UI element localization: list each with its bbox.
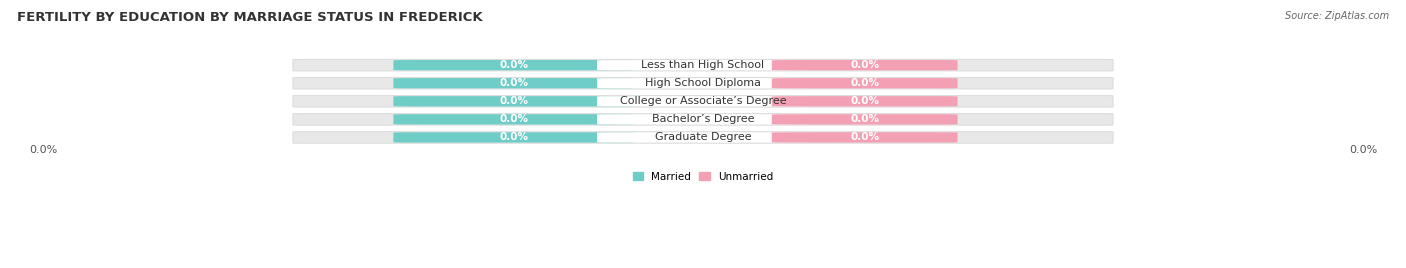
Text: Graduate Degree: Graduate Degree bbox=[655, 132, 751, 143]
Text: 0.0%: 0.0% bbox=[499, 78, 529, 88]
FancyBboxPatch shape bbox=[772, 96, 957, 106]
Text: 0.0%: 0.0% bbox=[851, 60, 879, 70]
Legend: Married, Unmarried: Married, Unmarried bbox=[628, 168, 778, 186]
FancyBboxPatch shape bbox=[292, 96, 1114, 107]
Text: FERTILITY BY EDUCATION BY MARRIAGE STATUS IN FREDERICK: FERTILITY BY EDUCATION BY MARRIAGE STATU… bbox=[17, 11, 482, 24]
FancyBboxPatch shape bbox=[394, 96, 634, 106]
Text: Bachelor’s Degree: Bachelor’s Degree bbox=[652, 114, 754, 124]
FancyBboxPatch shape bbox=[292, 114, 1114, 125]
FancyBboxPatch shape bbox=[598, 114, 808, 124]
Text: 0.0%: 0.0% bbox=[851, 114, 879, 124]
FancyBboxPatch shape bbox=[772, 132, 957, 143]
FancyBboxPatch shape bbox=[598, 60, 808, 70]
FancyBboxPatch shape bbox=[394, 114, 634, 125]
FancyBboxPatch shape bbox=[292, 132, 1114, 143]
Text: 0.0%: 0.0% bbox=[499, 114, 529, 124]
Text: 0.0%: 0.0% bbox=[1348, 146, 1378, 155]
Text: Source: ZipAtlas.com: Source: ZipAtlas.com bbox=[1285, 11, 1389, 21]
Text: College or Associate’s Degree: College or Associate’s Degree bbox=[620, 96, 786, 106]
FancyBboxPatch shape bbox=[598, 132, 808, 143]
FancyBboxPatch shape bbox=[394, 132, 634, 143]
Text: 0.0%: 0.0% bbox=[28, 146, 58, 155]
FancyBboxPatch shape bbox=[292, 77, 1114, 89]
FancyBboxPatch shape bbox=[292, 59, 1114, 71]
FancyBboxPatch shape bbox=[394, 78, 634, 88]
Text: 0.0%: 0.0% bbox=[499, 60, 529, 70]
FancyBboxPatch shape bbox=[598, 96, 808, 106]
FancyBboxPatch shape bbox=[598, 78, 808, 88]
FancyBboxPatch shape bbox=[772, 78, 957, 88]
Text: 0.0%: 0.0% bbox=[499, 96, 529, 106]
FancyBboxPatch shape bbox=[772, 114, 957, 125]
Text: 0.0%: 0.0% bbox=[499, 132, 529, 143]
Text: 0.0%: 0.0% bbox=[851, 96, 879, 106]
Text: 0.0%: 0.0% bbox=[851, 132, 879, 143]
Text: Less than High School: Less than High School bbox=[641, 60, 765, 70]
Text: 0.0%: 0.0% bbox=[851, 78, 879, 88]
Text: High School Diploma: High School Diploma bbox=[645, 78, 761, 88]
FancyBboxPatch shape bbox=[772, 60, 957, 70]
FancyBboxPatch shape bbox=[394, 60, 634, 70]
